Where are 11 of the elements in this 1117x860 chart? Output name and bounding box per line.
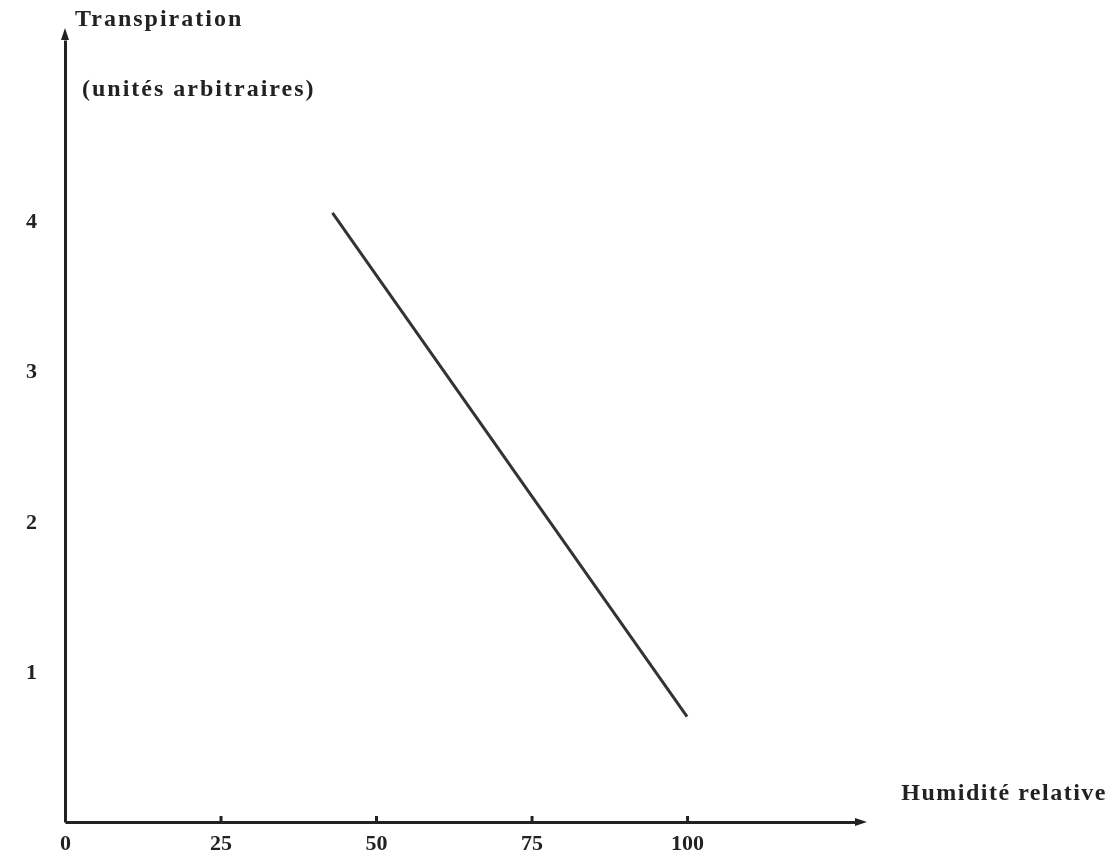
y-tick-label: 1 xyxy=(26,659,37,685)
y-tick-label: 4 xyxy=(26,208,37,233)
x-tick-label: 0 xyxy=(60,829,71,855)
y-tick-label: 2 xyxy=(26,508,37,534)
x-tick-label: 50 xyxy=(365,829,388,855)
x-tick-label: 75 xyxy=(521,829,544,855)
x-axis-title: Humidité relative xyxy=(901,779,1107,805)
x-tick-label: 100 xyxy=(671,829,705,855)
x-tick-label: 25 xyxy=(210,829,233,855)
text: Transpiration (unités arbitraires) xyxy=(75,5,316,101)
y-tick-label: 3 xyxy=(26,358,37,384)
